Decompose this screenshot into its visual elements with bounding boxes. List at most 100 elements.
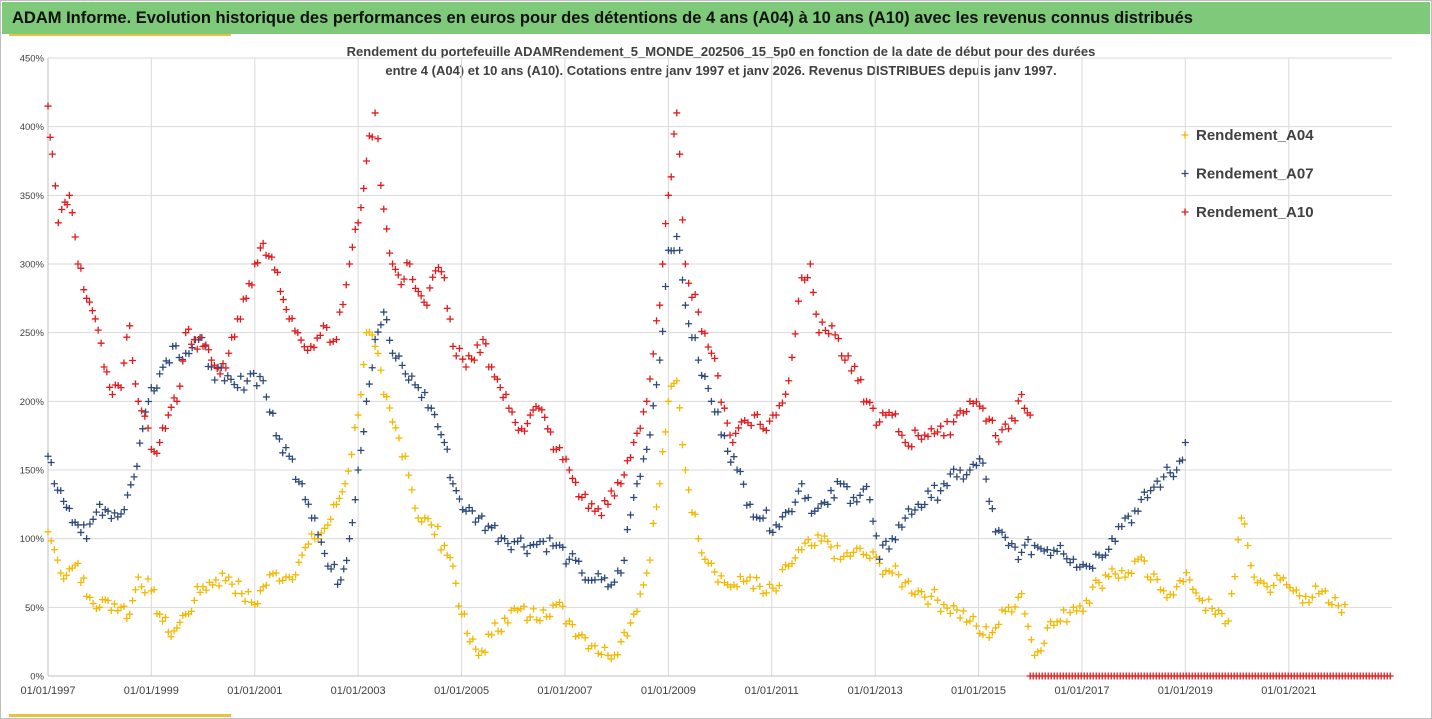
jitter-rendement_a04 (338, 488, 346, 496)
jitter-rendement_a04 (959, 607, 967, 615)
x-tick-label: 01/01/2003 (331, 685, 386, 697)
jitter-rendement_a07 (1166, 469, 1174, 477)
jitter-rendement_a10 (646, 375, 654, 383)
point-rendement_a07 (591, 576, 599, 584)
point-rendement_a04 (1160, 587, 1168, 595)
jitter-rendement_a10 (791, 330, 799, 338)
jitter-rendement_a10 (869, 404, 877, 412)
jitter-rendement_a10 (514, 426, 522, 434)
jitter-rendement_a04 (215, 582, 223, 590)
jitter-rendement_a07 (791, 498, 799, 506)
jitter-rendement_a04 (821, 532, 829, 540)
jitter-rendement_a07 (769, 528, 777, 536)
point-rendement_a07 (389, 349, 397, 357)
jitter-rendement_a07 (211, 376, 219, 384)
point-rendement_a10 (126, 322, 134, 330)
jitter-rendement_a07 (395, 352, 403, 360)
jitter-rendement_a07 (972, 461, 980, 469)
jitter-rendement_a10 (1014, 397, 1022, 405)
jitter-rendement_a04 (1244, 541, 1252, 549)
jitter-rendement_a04 (788, 560, 796, 568)
jitter-rendement_a07 (266, 408, 274, 416)
jitter-rendement_a04 (228, 580, 236, 588)
jitter-rendement_a10 (452, 352, 460, 360)
point-rendement_a10 (737, 418, 745, 426)
jitter-rendement_a04 (556, 598, 564, 606)
jitter-rendement_a04 (523, 616, 531, 624)
jitter-rendement_a07 (481, 527, 489, 535)
jitter-rendement_a07 (636, 472, 644, 480)
point-rendement_a07 (681, 301, 689, 309)
jitter-rendement_a04 (950, 602, 958, 610)
point-rendement_a10 (578, 493, 586, 501)
jitter-rendement_a07 (724, 447, 732, 455)
jitter-rendement_a07 (398, 361, 406, 369)
point-rendement_a07 (526, 542, 534, 550)
point-rendement_a04 (96, 603, 104, 611)
jitter-rendement_a04 (62, 571, 70, 579)
jitter-rendement_a04 (982, 623, 990, 631)
jitter-rendement_a04 (437, 546, 445, 554)
jitter-rendement_a07 (188, 344, 196, 352)
jitter-rendement_a04 (292, 571, 300, 579)
jitter-rendement_a10 (94, 326, 102, 334)
jitter-rendement_a04 (607, 655, 615, 663)
jitter-rendement_a07 (1086, 562, 1094, 570)
jitter-rendement_a04 (559, 602, 567, 610)
jitter-rendement_a04 (424, 515, 432, 523)
x-tick-label: 01/01/2019 (1158, 685, 1213, 697)
point-rendement_a07 (1043, 546, 1051, 554)
jitter-rendement_a07 (1040, 547, 1048, 555)
jitter-rendement_a10 (141, 412, 149, 420)
jitter-rendement_a04 (418, 518, 426, 526)
jitter-rendement_a04 (1060, 606, 1068, 614)
jitter-rendement_a10 (400, 275, 408, 283)
jitter-rendement_a10 (254, 259, 262, 267)
jitter-rendement_a04 (743, 577, 751, 585)
point-rendement_a04 (1095, 579, 1103, 587)
jitter-rendement_a10 (623, 457, 631, 465)
jitter-rendement_a10 (297, 336, 305, 344)
jitter-rendement_a07 (133, 462, 141, 470)
jitter-rendement_a10 (120, 359, 128, 367)
point-rendement_a04 (664, 397, 672, 405)
jitter-rendement_a10 (409, 276, 417, 284)
jitter-rendement_a10 (670, 130, 678, 138)
jitter-rendement_a07 (77, 528, 85, 536)
point-rendement_a04 (1031, 651, 1039, 659)
jitter-rendement_a07 (262, 393, 270, 401)
jitter-rendement_a07 (879, 541, 887, 549)
jitter-rendement_a07 (1011, 543, 1019, 551)
jitter-rendement_a04 (1066, 609, 1074, 617)
jitter-rendement_a07 (507, 546, 515, 554)
jitter-rendement_a07 (282, 444, 290, 452)
jitter-rendement_a07 (1014, 555, 1022, 563)
jitter-rendement_a07 (594, 570, 602, 578)
jitter-rendement_a07 (775, 523, 783, 531)
jitter-rendement_a04 (1098, 584, 1106, 592)
chart-gridlines (47, 57, 1392, 677)
jitter-rendement_a10 (161, 424, 169, 432)
jitter-rendement_a04 (1156, 586, 1164, 594)
jitter-rendement_a07 (633, 480, 641, 488)
jitter-rendement_a04 (114, 607, 122, 615)
jitter-rendement_a10 (360, 184, 368, 192)
point-rendement_a04 (134, 573, 142, 581)
point-rendement_a10 (1018, 390, 1026, 398)
y-axis: 0% 50% 100% 150% 200% 250% 300% 350% 400% 450% (20, 54, 49, 683)
y-tick-label: 0% (30, 672, 44, 683)
jitter-rendement_a10 (316, 331, 324, 339)
point-rendement_a04 (324, 521, 332, 529)
jitter-rendement_a10 (383, 225, 391, 233)
jitter-rendement_a04 (597, 651, 605, 659)
jitter-rendement_a04 (843, 549, 851, 557)
jitter-rendement_a04 (1286, 584, 1294, 592)
jitter-rendement_a04 (1234, 536, 1242, 544)
point-rendement_a10 (815, 329, 823, 337)
jitter-rendement_a07 (698, 371, 706, 379)
point-rendement_a10 (423, 301, 431, 309)
jitter-rendement_a04 (1047, 618, 1055, 626)
point-rendement_a04 (427, 521, 435, 529)
point-rendement_a07 (539, 537, 547, 545)
